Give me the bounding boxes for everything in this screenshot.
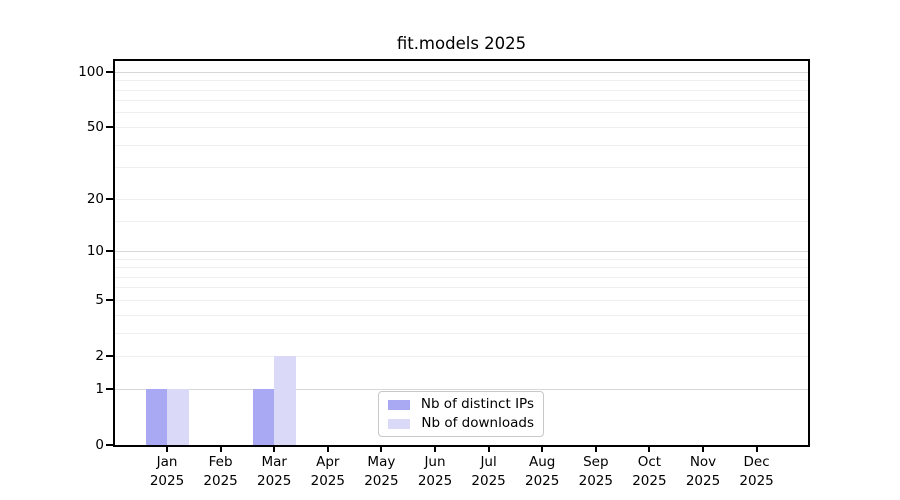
- bar-distinct-ips-jan: [145, 389, 167, 445]
- legend-label-downloads: Nb of downloads: [421, 415, 534, 431]
- x-tick-aug: [541, 447, 544, 452]
- y-tick-10: [106, 250, 113, 253]
- x-tick-label-aug: Aug 2025: [525, 454, 560, 489]
- minor-gridline-90: [115, 80, 808, 82]
- y-tick-label-50: 50: [86, 119, 104, 136]
- minor-gridline-80: [115, 89, 808, 91]
- minor-gridline-4: [115, 314, 808, 316]
- minor-gridline-7: [115, 276, 808, 278]
- minor-gridline-70: [115, 100, 808, 102]
- plot-area: [113, 59, 810, 447]
- x-tick-label-dec: Dec 2025: [739, 454, 774, 489]
- bar-downloads-jan: [167, 389, 189, 445]
- minor-gridline-6: [115, 287, 808, 289]
- minor-gridline-15: [115, 220, 808, 222]
- x-tick-label-jul: Jul 2025: [471, 454, 506, 489]
- legend-label-distinct-ips: Nb of distinct IPs: [420, 396, 534, 412]
- x-tick-sep: [594, 447, 597, 452]
- minor-gridline-50: [115, 126, 808, 128]
- bar-distinct-ips-mar: [252, 389, 275, 445]
- y-tick-0: [106, 444, 113, 446]
- x-tick-feb: [219, 447, 222, 452]
- bar-downloads-mar: [274, 356, 296, 445]
- y-tick-label-10: 10: [86, 243, 104, 260]
- x-tick-label-apr: Apr 2025: [310, 454, 345, 489]
- y-tick-2: [106, 355, 113, 358]
- x-tick-label-feb: Feb 2025: [203, 454, 238, 489]
- legend-row-distinct-ips: Nb of distinct IPs: [388, 397, 534, 412]
- x-tick-mar: [273, 447, 276, 452]
- minor-gridline-9: [115, 258, 808, 260]
- y-tick-50: [106, 126, 113, 129]
- y-tick-5: [106, 299, 113, 302]
- x-tick-label-mar: Mar 2025: [257, 454, 292, 489]
- y-tick-1: [106, 388, 113, 390]
- x-tick-oct: [648, 447, 651, 452]
- minor-gridline-3: [115, 332, 808, 334]
- x-tick-label-nov: Nov 2025: [685, 454, 721, 489]
- major-gridline-100: [115, 71, 808, 73]
- legend-swatch-downloads: [388, 418, 411, 429]
- x-tick-jul: [487, 447, 490, 452]
- minor-gridline-5: [115, 299, 808, 301]
- y-tick-label-20: 20: [86, 191, 104, 208]
- y-tick-20: [106, 198, 113, 201]
- y-tick-label-1: 1: [95, 381, 104, 397]
- x-tick-nov: [702, 447, 704, 452]
- minor-gridline-30: [115, 167, 808, 169]
- chart-title: fit.models 2025: [396, 34, 527, 53]
- y-tick-label-2: 2: [95, 348, 104, 365]
- minor-gridline-20: [115, 198, 808, 200]
- legend-row-downloads: Nb of downloads: [388, 416, 534, 431]
- x-tick-label-oct: Oct 2025: [632, 454, 667, 489]
- x-tick-label-may: May 2025: [364, 454, 399, 489]
- minor-gridline-2: [115, 355, 808, 357]
- x-tick-jun: [434, 447, 436, 452]
- x-tick-label-jan: Jan 2025: [149, 454, 185, 489]
- minor-gridline-40: [115, 144, 808, 146]
- y-tick-label-5: 5: [95, 292, 104, 309]
- x-tick-dec: [755, 447, 758, 452]
- legend: Nb of distinct IPs Nb of downloads: [378, 391, 544, 437]
- x-tick-label-jun: Jun 2025: [417, 454, 453, 489]
- x-tick-label-sep: Sep 2025: [578, 454, 613, 489]
- y-tick-label-100: 100: [78, 64, 104, 81]
- y-tick-label-0: 0: [95, 437, 104, 453]
- x-tick-apr: [326, 447, 329, 452]
- major-gridline-1: [115, 388, 808, 390]
- y-tick-100: [106, 71, 113, 74]
- major-gridline-10: [115, 250, 808, 252]
- minor-gridline-8: [115, 267, 808, 269]
- legend-swatch-distinct-ips: [388, 399, 410, 410]
- x-tick-may: [380, 447, 383, 452]
- minor-gridline-60: [115, 112, 808, 114]
- x-tick-jan: [166, 447, 168, 452]
